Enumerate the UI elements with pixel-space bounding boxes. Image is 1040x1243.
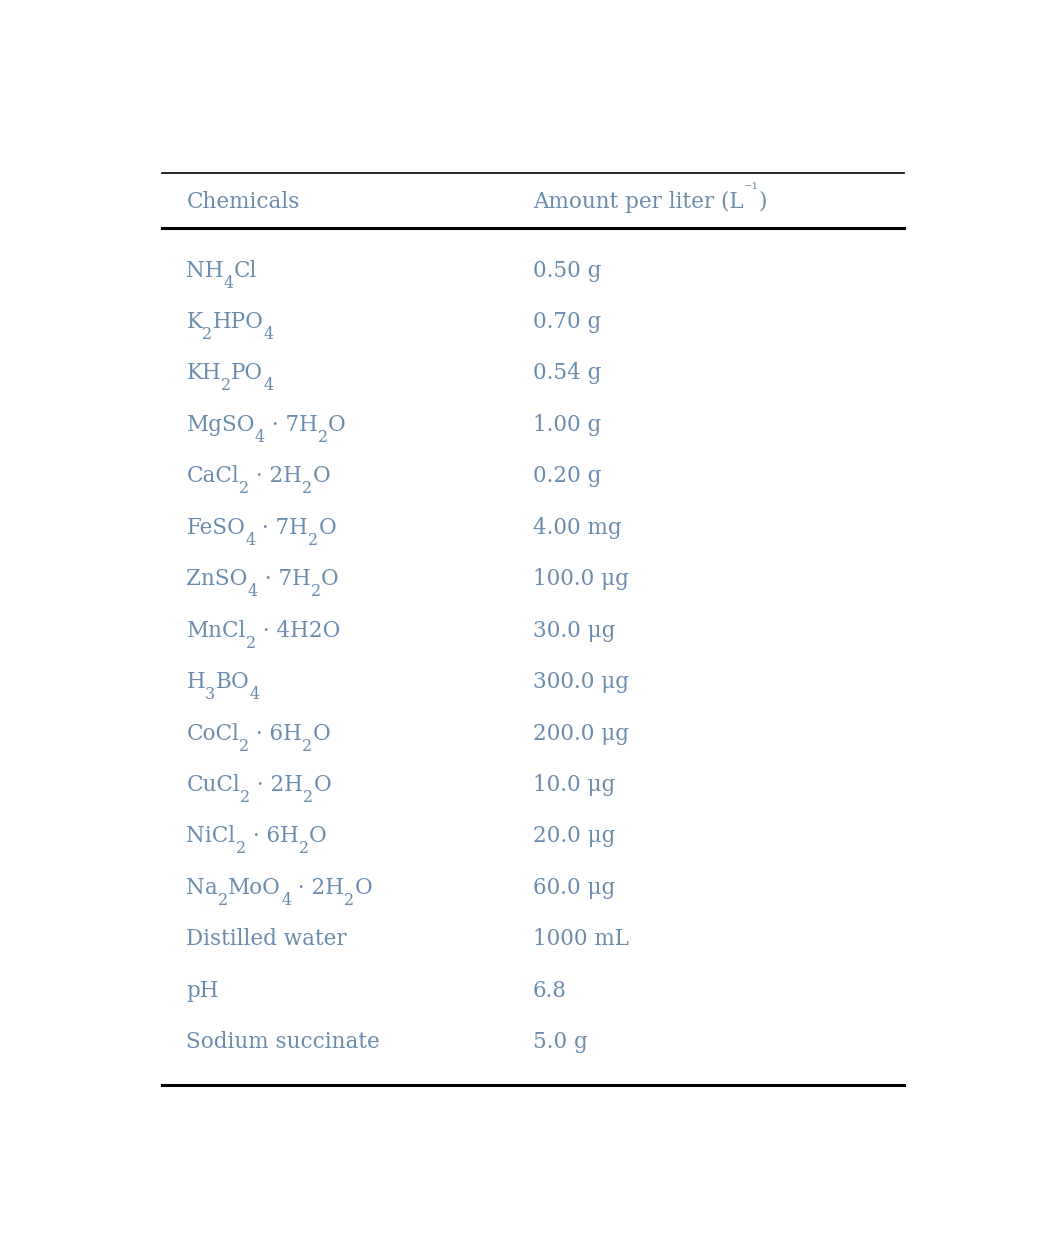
Text: 20.0 μg: 20.0 μg bbox=[534, 825, 616, 848]
Text: ⁻¹: ⁻¹ bbox=[744, 181, 758, 198]
Text: Cl: Cl bbox=[234, 260, 258, 282]
Text: 60.0 μg: 60.0 μg bbox=[534, 876, 616, 899]
Text: O: O bbox=[312, 465, 330, 487]
Text: 2: 2 bbox=[311, 583, 321, 600]
Text: 2: 2 bbox=[344, 892, 355, 909]
Text: O: O bbox=[313, 774, 331, 796]
Text: 2: 2 bbox=[240, 789, 251, 805]
Text: Chemicals: Chemicals bbox=[186, 191, 300, 213]
Text: FeSO: FeSO bbox=[186, 517, 245, 538]
Text: KH: KH bbox=[186, 363, 222, 384]
Text: Sodium succinate: Sodium succinate bbox=[186, 1032, 381, 1053]
Text: 0.50 g: 0.50 g bbox=[534, 260, 601, 282]
Text: 2: 2 bbox=[304, 789, 313, 805]
Text: 2: 2 bbox=[235, 840, 245, 858]
Text: 300.0 μg: 300.0 μg bbox=[534, 671, 629, 694]
Text: 2: 2 bbox=[239, 480, 250, 497]
Text: · 4H2O: · 4H2O bbox=[256, 620, 340, 641]
Text: CuCl: CuCl bbox=[186, 774, 240, 796]
Text: 2: 2 bbox=[222, 378, 231, 394]
Text: 4: 4 bbox=[281, 892, 291, 909]
Text: 1000 mL: 1000 mL bbox=[534, 929, 629, 951]
Text: 2: 2 bbox=[303, 737, 312, 755]
Text: ): ) bbox=[758, 191, 766, 213]
Text: 0.70 g: 0.70 g bbox=[534, 311, 601, 333]
Text: · 2H: · 2H bbox=[251, 774, 304, 796]
Text: O: O bbox=[309, 825, 327, 848]
Text: · 7H: · 7H bbox=[256, 517, 308, 538]
Text: 2: 2 bbox=[318, 429, 328, 446]
Text: 2: 2 bbox=[239, 737, 250, 755]
Text: · 2H: · 2H bbox=[291, 876, 344, 899]
Text: K: K bbox=[186, 311, 203, 333]
Text: 100.0 μg: 100.0 μg bbox=[534, 568, 629, 590]
Text: 0.54 g: 0.54 g bbox=[534, 363, 601, 384]
Text: NiCl: NiCl bbox=[186, 825, 235, 848]
Text: 200.0 μg: 200.0 μg bbox=[534, 722, 629, 745]
Text: 4: 4 bbox=[224, 275, 234, 292]
Text: O: O bbox=[355, 876, 372, 899]
Text: 4: 4 bbox=[250, 686, 259, 704]
Text: · 2H: · 2H bbox=[250, 465, 303, 487]
Text: 3: 3 bbox=[205, 686, 215, 704]
Text: Distilled water: Distilled water bbox=[186, 929, 347, 951]
Text: CoCl: CoCl bbox=[186, 722, 239, 745]
Text: · 7H: · 7H bbox=[258, 568, 311, 590]
Text: 4: 4 bbox=[245, 532, 256, 548]
Text: H: H bbox=[186, 671, 205, 694]
Text: O: O bbox=[318, 517, 336, 538]
Text: ZnSO: ZnSO bbox=[186, 568, 248, 590]
Text: HPO: HPO bbox=[212, 311, 263, 333]
Text: MoO: MoO bbox=[229, 876, 281, 899]
Text: 4: 4 bbox=[255, 429, 265, 446]
Text: O: O bbox=[321, 568, 339, 590]
Text: 2: 2 bbox=[303, 480, 312, 497]
Text: 2: 2 bbox=[298, 840, 309, 858]
Text: 4: 4 bbox=[248, 583, 258, 600]
Text: PO: PO bbox=[231, 363, 263, 384]
Text: 30.0 μg: 30.0 μg bbox=[534, 620, 616, 641]
Text: O: O bbox=[328, 414, 345, 436]
Text: pH: pH bbox=[186, 979, 219, 1002]
Text: Na: Na bbox=[186, 876, 218, 899]
Text: · 6H: · 6H bbox=[245, 825, 298, 848]
Text: MgSO: MgSO bbox=[186, 414, 255, 436]
Text: O: O bbox=[312, 722, 330, 745]
Text: · 7H: · 7H bbox=[265, 414, 318, 436]
Text: 1.00 g: 1.00 g bbox=[534, 414, 601, 436]
Text: CaCl: CaCl bbox=[186, 465, 239, 487]
Text: · 6H: · 6H bbox=[250, 722, 303, 745]
Text: 10.0 μg: 10.0 μg bbox=[534, 774, 616, 796]
Text: 2: 2 bbox=[218, 892, 229, 909]
Text: 4: 4 bbox=[263, 378, 274, 394]
Text: Amount per liter (L: Amount per liter (L bbox=[534, 190, 744, 213]
Text: 2: 2 bbox=[308, 532, 318, 548]
Text: 0.20 g: 0.20 g bbox=[534, 465, 601, 487]
Text: BO: BO bbox=[215, 671, 250, 694]
Text: 2: 2 bbox=[203, 326, 212, 343]
Text: MnCl: MnCl bbox=[186, 620, 245, 641]
Text: 6.8: 6.8 bbox=[534, 979, 567, 1002]
Text: 5.0 g: 5.0 g bbox=[534, 1032, 588, 1053]
Text: 2: 2 bbox=[245, 635, 256, 651]
Text: 4.00 mg: 4.00 mg bbox=[534, 517, 622, 538]
Text: 4: 4 bbox=[263, 326, 274, 343]
Text: NH: NH bbox=[186, 260, 224, 282]
